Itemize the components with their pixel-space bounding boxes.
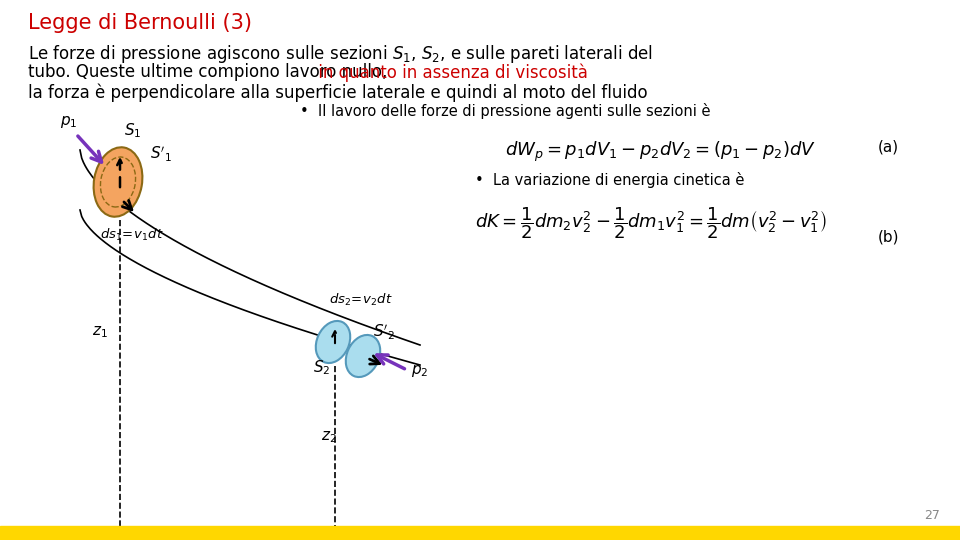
Text: $S_1$: $S_1$ [124, 122, 141, 140]
Ellipse shape [93, 147, 142, 217]
Text: •  La variazione di energia cinetica è: • La variazione di energia cinetica è [475, 172, 744, 188]
Text: $dK = \dfrac{1}{2}dm_2v_2^2 - \dfrac{1}{2}dm_1v_1^2 = \dfrac{1}{2}dm\left(v_2^2 : $dK = \dfrac{1}{2}dm_2v_2^2 - \dfrac{1}{… [475, 205, 827, 241]
Text: $S'_2$: $S'_2$ [373, 323, 396, 342]
Ellipse shape [316, 321, 350, 363]
Text: •  Il lavoro delle forze di pressione agenti sulle sezioni è: • Il lavoro delle forze di pressione age… [300, 103, 710, 119]
Text: $S_2$: $S_2$ [313, 358, 330, 377]
Text: $z_2$: $z_2$ [321, 429, 337, 445]
Text: $p_2$: $p_2$ [411, 363, 428, 379]
Text: $dW_p = p_1dV_1 - p_2dV_2 = (p_1 - p_2)dV$: $dW_p = p_1dV_1 - p_2dV_2 = (p_1 - p_2)d… [505, 140, 816, 164]
Text: Le forze di pressione agiscono sulle sezioni $S_1$, $S_2$, e sulle pareti latera: Le forze di pressione agiscono sulle sez… [28, 43, 653, 65]
Text: $z_1$: $z_1$ [92, 324, 108, 340]
Ellipse shape [346, 335, 380, 377]
Text: $ds_1\!=\!v_1dt$: $ds_1\!=\!v_1dt$ [100, 227, 163, 243]
Text: 27: 27 [924, 509, 940, 522]
Text: la forza è perpendicolare alla superficie laterale e quindi al moto del fluido: la forza è perpendicolare alla superfici… [28, 83, 648, 102]
Text: (a): (a) [878, 140, 900, 155]
Text: (b): (b) [878, 230, 900, 245]
Text: in quanto in assenza di viscosità: in quanto in assenza di viscosità [313, 63, 588, 82]
Text: $p_1$: $p_1$ [60, 114, 78, 130]
Text: Legge di Bernoulli (3): Legge di Bernoulli (3) [28, 13, 252, 33]
Text: $S'_1$: $S'_1$ [150, 145, 172, 164]
Text: tubo. Queste ultime compiono lavoro nullo,: tubo. Queste ultime compiono lavoro null… [28, 63, 388, 81]
Bar [0, 526, 960, 540]
Text: $ds_2\!=\!v_2dt$: $ds_2\!=\!v_2dt$ [329, 292, 393, 308]
